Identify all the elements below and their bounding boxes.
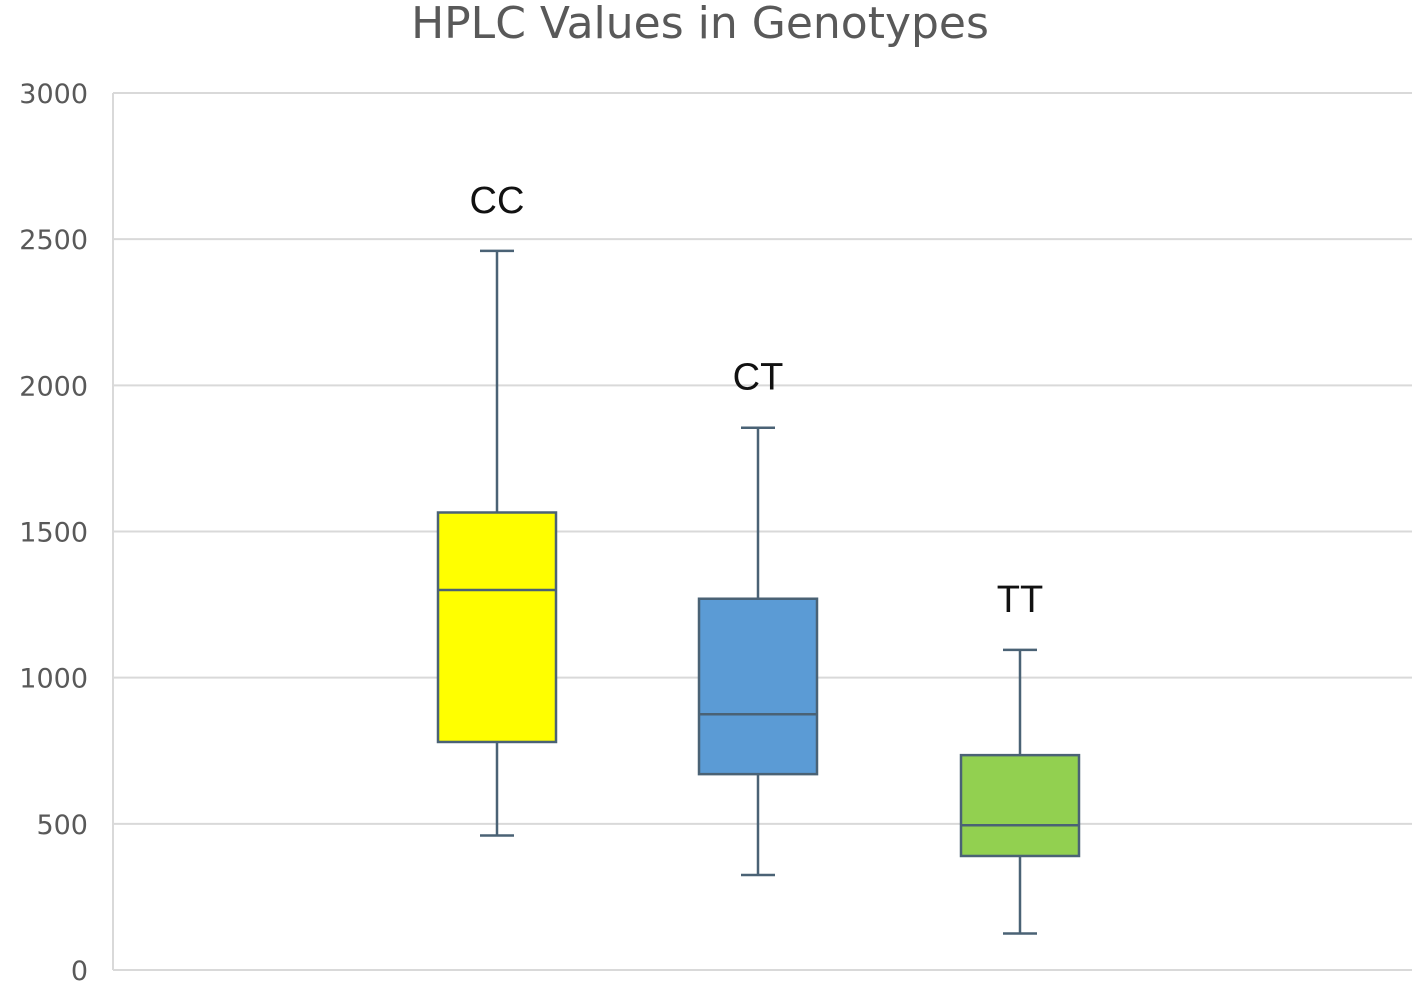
chart-title: HPLC Values in Genotypes	[411, 0, 989, 49]
y-tick-label: 2000	[19, 371, 88, 402]
y-tick-label: 3000	[19, 79, 88, 110]
box-label: CT	[733, 357, 784, 399]
box-label: TT	[997, 579, 1043, 621]
y-tick-label: 500	[36, 810, 88, 841]
y-axis-tick-labels: 0 500 1000 1500 2000 2500 3000	[19, 79, 88, 987]
iqr-box	[959, 753, 1081, 858]
iqr-box	[436, 511, 558, 744]
boxes: CC CT TT	[436, 180, 1081, 935]
y-tick-label: 0	[71, 956, 88, 987]
box-label: CC	[470, 180, 525, 222]
gridlines	[112, 92, 1412, 971]
box-cc: CC	[436, 180, 558, 837]
y-tick-label: 1500	[19, 518, 88, 549]
y-tick-label: 1000	[19, 664, 88, 695]
y-tick-label: 2500	[19, 225, 88, 256]
box-ct: CT	[697, 357, 819, 877]
iqr-box	[697, 597, 819, 776]
box-tt: TT	[959, 579, 1081, 935]
